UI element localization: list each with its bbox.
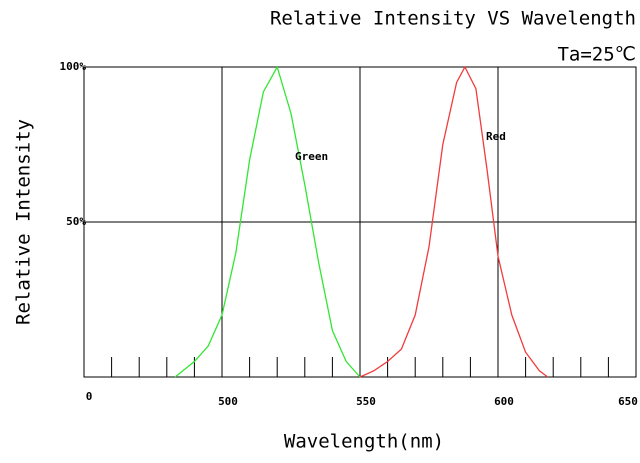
series-label: Green bbox=[295, 150, 328, 163]
x-tick-label: 500 bbox=[218, 395, 238, 408]
line-series bbox=[359, 65, 549, 378]
x-tick-label: 0 bbox=[86, 390, 93, 403]
x-axis-label: Wavelength(nm) bbox=[284, 431, 444, 453]
line-series bbox=[174, 65, 361, 378]
x-tick-label: 650 bbox=[618, 395, 638, 408]
series-label: Red bbox=[486, 130, 506, 143]
chart-title: Relative Intensity VS Wavelength bbox=[270, 8, 636, 30]
y-tick-label: 100% bbox=[60, 60, 87, 73]
x-tick-label: 550 bbox=[356, 395, 376, 408]
x-tick-label: 600 bbox=[494, 395, 514, 408]
y-tick-label: 50% bbox=[66, 215, 86, 228]
chart-subtitle: Ta=25℃ bbox=[557, 44, 636, 66]
y-axis-label: Relative Intensity bbox=[13, 119, 35, 325]
